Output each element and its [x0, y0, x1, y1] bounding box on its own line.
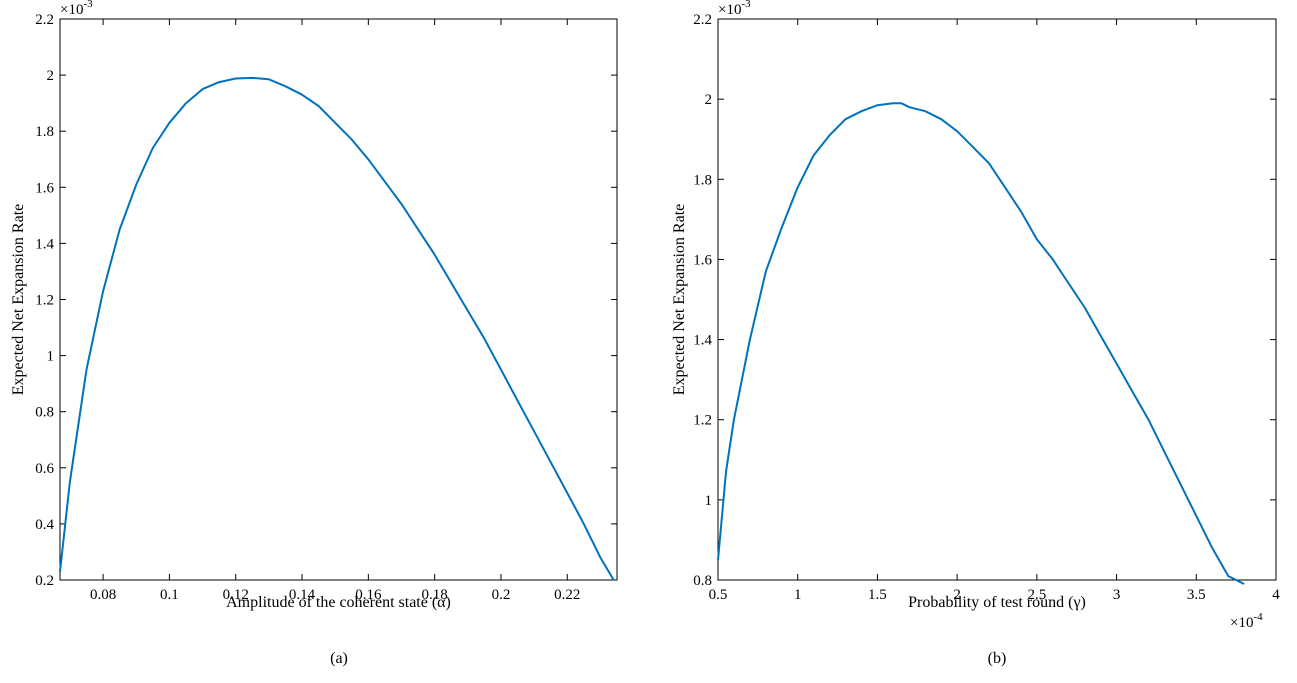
x-exponent-label: ×10-4: [1230, 611, 1263, 631]
x-tick-label: 2: [953, 587, 961, 603]
y-tick-label: 2.2: [693, 12, 712, 28]
x-tick-label: 0.14: [289, 587, 316, 603]
y-tick-label: 1.2: [35, 293, 54, 309]
y-axis-label: Expected Net Expansion Rate: [671, 204, 688, 396]
y-tick-label: 0.8: [35, 405, 54, 421]
y-tick-label: 1.4: [35, 236, 54, 252]
y-tick-label: 1: [47, 349, 55, 365]
x-tick-label: 3.5: [1187, 587, 1206, 603]
y-tick-label: 2.2: [35, 12, 54, 28]
x-tick-label: 0.5: [709, 587, 728, 603]
y-tick-label: 1: [705, 493, 713, 509]
chart-panel-b: 0.5 1 1.5 2 2.5 3 3.5 4 0.8 1 1.2 1.4 1.6 1.8 2 2.2 ×10-…: [671, 0, 1280, 667]
x-tick-label: 4: [1272, 587, 1280, 603]
subfigure-caption: (b): [988, 650, 1007, 667]
y-tick-label: 1.6: [693, 252, 712, 268]
chart-panel-a: 0.08 0.1 0.12 0.14 0.16 0.18 0.2 0.22 0.2 0.4 0.6 0…: [10, 0, 618, 667]
subfigure-caption: (a): [330, 650, 348, 667]
x-tick-label: 0.12: [223, 587, 249, 603]
y-exponent-label: ×10-3: [60, 0, 93, 18]
y-tick-label: 2: [47, 68, 55, 84]
x-tick-label: 2.5: [1027, 587, 1046, 603]
plot-frame: [59, 18, 618, 581]
y-tick-label: 1.4: [693, 333, 712, 349]
y-tick-label: 1.6: [35, 180, 54, 196]
y-tick-label: 1.8: [35, 124, 54, 140]
series-line: [59, 76, 615, 581]
y-tick-label: 1.2: [693, 413, 712, 429]
x-tick-label: 0.08: [90, 587, 116, 603]
x-tick-label: 0.1: [160, 587, 179, 603]
y-axis-label: Expected Net Expansion Rate: [10, 204, 27, 396]
y-tick-label: 0.6: [35, 461, 54, 477]
x-tick-label: 3: [1113, 587, 1121, 603]
y-tick-label: 1.8: [693, 172, 712, 188]
y-tick-label: 2: [705, 92, 713, 108]
y-tick-label: 0.8: [693, 573, 712, 589]
x-tick-label: 0.18: [422, 587, 448, 603]
x-axis-label: Amplitude of the coherent state (α): [226, 594, 451, 611]
x-tick-label: 0.2: [492, 587, 511, 603]
y-tick-label: 0.4: [35, 517, 54, 533]
x-tick-label: 1.5: [868, 587, 887, 603]
x-tick-label: 0.22: [554, 587, 580, 603]
y-exponent-label: ×10-3: [718, 0, 751, 18]
y-tick-label: 0.2: [35, 573, 54, 589]
x-axis-label: Probability of test round (γ): [908, 594, 1086, 611]
series-line: [717, 102, 1245, 585]
x-tick-label: 0.16: [355, 587, 382, 603]
x-tick-label: 1: [794, 587, 802, 603]
plot-frame: [717, 18, 1277, 581]
